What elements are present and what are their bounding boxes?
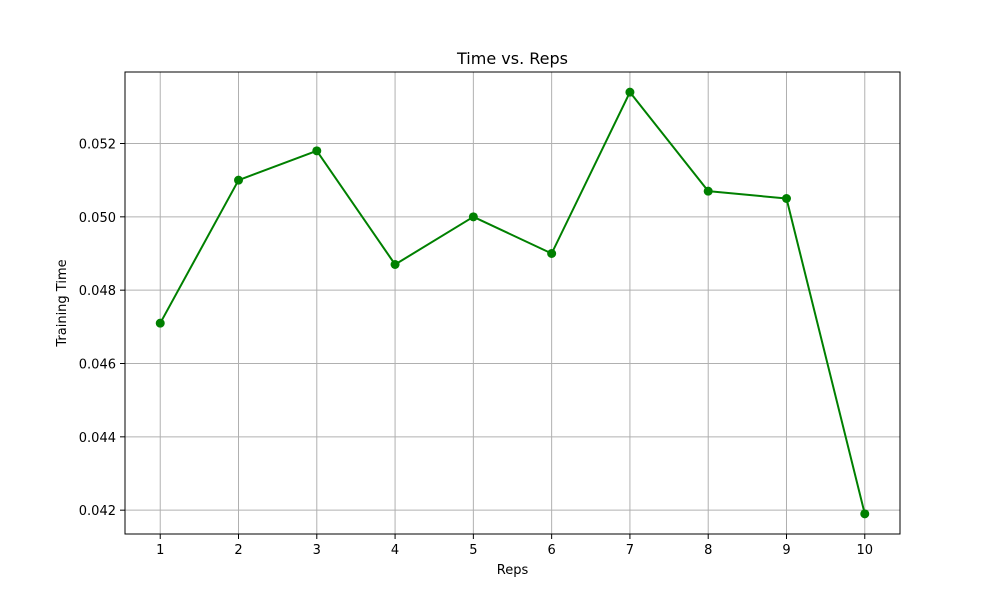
y-axis-label: Training Time <box>55 259 70 347</box>
y-tick-label: 0.050 <box>79 211 116 226</box>
x-tick-label: 2 <box>234 543 242 558</box>
data-point <box>703 186 713 196</box>
x-axis-ticks: 1 2 3 4 5 6 7 8 9 10 <box>156 534 873 558</box>
y-tick-label: 0.048 <box>79 284 116 299</box>
chart-title: Time vs. Reps <box>456 49 568 68</box>
y-tick-label: 0.046 <box>79 358 116 373</box>
y-tick-label: 0.052 <box>79 138 116 153</box>
data-point <box>312 146 322 156</box>
y-tick-label: 0.044 <box>79 431 116 446</box>
y-axis-ticks: 0.042 0.044 0.046 0.048 0.050 0.052 <box>79 138 125 519</box>
x-tick-label: 10 <box>856 543 873 558</box>
plot-area-frame <box>124 71 901 535</box>
data-point <box>155 318 165 328</box>
grid-layer <box>125 72 900 534</box>
y-tick-label: 0.042 <box>79 504 116 519</box>
x-tick-label: 9 <box>782 543 790 558</box>
x-tick-label: 8 <box>704 543 712 558</box>
data-point <box>547 249 557 258</box>
data-point <box>781 194 791 203</box>
data-point <box>234 175 244 185</box>
data-point <box>468 212 478 222</box>
series-layer <box>155 87 870 519</box>
x-tick-label: 7 <box>626 543 634 558</box>
x-tick-label: 4 <box>391 543 399 558</box>
x-tick-label: 1 <box>156 543 164 558</box>
x-axis-label: Reps <box>497 563 529 578</box>
x-tick-label: 6 <box>548 543 556 558</box>
data-point <box>860 509 870 519</box>
data-point <box>625 87 635 97</box>
series-line <box>159 91 866 515</box>
data-point <box>390 260 400 269</box>
x-tick-label: 3 <box>313 543 321 558</box>
x-tick-label: 5 <box>469 543 477 558</box>
